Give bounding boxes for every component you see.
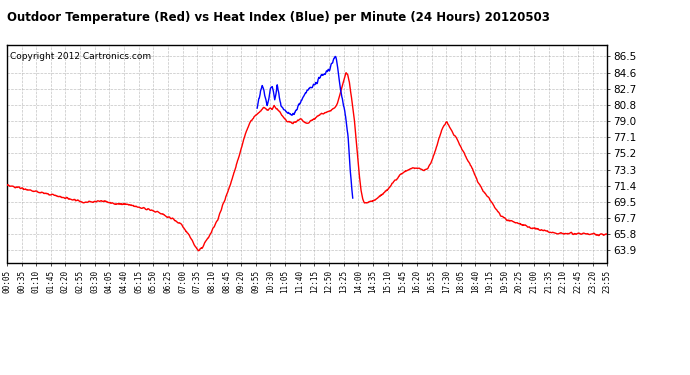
- Text: Copyright 2012 Cartronics.com: Copyright 2012 Cartronics.com: [10, 51, 151, 60]
- Text: Outdoor Temperature (Red) vs Heat Index (Blue) per Minute (24 Hours) 20120503: Outdoor Temperature (Red) vs Heat Index …: [7, 11, 550, 24]
